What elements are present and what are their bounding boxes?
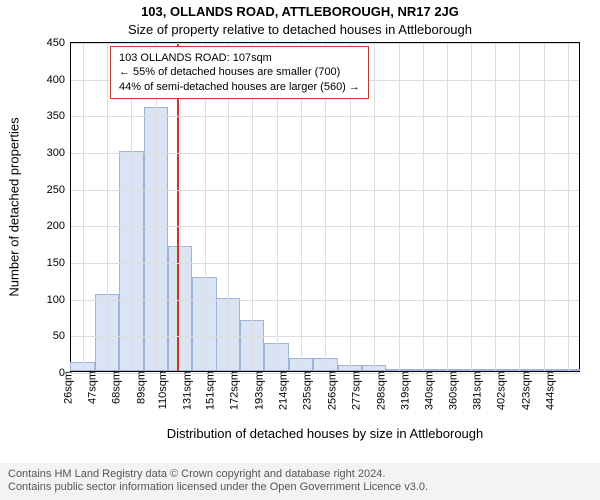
grid-line-v <box>423 43 424 371</box>
x-tick-label: 193sqm <box>249 371 265 410</box>
x-axis-label: Distribution of detached houses by size … <box>70 426 580 441</box>
footer-line-2: Contains public sector information licen… <box>8 481 592 495</box>
x-tick-label: 151sqm <box>200 371 216 410</box>
y-tick-label: 350 <box>47 110 71 122</box>
grid-line-v <box>495 43 496 371</box>
footer-attribution: Contains HM Land Registry data © Crown c… <box>0 463 600 500</box>
x-tick-label: 26sqm <box>58 371 74 404</box>
legend-box: 103 OLLANDS ROAD: 107sqm ← 55% of detach… <box>110 46 369 99</box>
x-tick-label: 235sqm <box>298 371 314 410</box>
x-tick-label: 214sqm <box>273 371 289 410</box>
x-tick-label: 298sqm <box>371 371 387 410</box>
grid-line-v <box>107 43 108 371</box>
x-tick-label: 172sqm <box>225 371 241 410</box>
footer-line-1: Contains HM Land Registry data © Crown c… <box>8 468 592 482</box>
grid-line-v <box>399 43 400 371</box>
legend-line-3: 44% of semi-detached houses are larger (… <box>119 80 360 94</box>
x-tick-label: 423sqm <box>516 371 532 410</box>
grid-line-v <box>568 43 569 371</box>
legend-line-1: 103 OLLANDS ROAD: 107sqm <box>119 51 360 65</box>
y-tick-label: 50 <box>53 330 71 342</box>
legend-line-2: ← 55% of detached houses are smaller (70… <box>119 65 360 79</box>
x-tick-label: 256sqm <box>322 371 338 410</box>
x-tick-label: 277sqm <box>347 371 363 410</box>
y-tick-label: 450 <box>47 37 71 49</box>
y-axis-label: Number of detached properties <box>7 42 22 372</box>
grid-line-v <box>447 43 448 371</box>
y-tick-label: 250 <box>47 184 71 196</box>
grid-line-v <box>471 43 472 371</box>
x-tick-label: 110sqm <box>153 371 169 409</box>
y-tick-label: 400 <box>47 74 71 86</box>
grid-line-v <box>544 43 545 371</box>
y-tick-label: 300 <box>47 147 71 159</box>
x-tick-label: 402sqm <box>492 371 508 410</box>
x-tick-label: 360sqm <box>443 371 459 410</box>
x-tick-label: 131sqm <box>177 371 193 410</box>
grid-line-v <box>519 43 520 371</box>
x-tick-label: 89sqm <box>131 371 147 404</box>
chart-title-line2: Size of property relative to detached ho… <box>0 22 600 37</box>
x-tick-label: 68sqm <box>107 371 123 404</box>
x-tick-label: 381sqm <box>467 371 483 410</box>
x-tick-label: 47sqm <box>82 371 98 404</box>
grid-line-v <box>83 43 84 371</box>
grid-line-v <box>374 43 375 371</box>
y-tick-label: 200 <box>47 220 71 232</box>
y-tick-label: 150 <box>47 257 71 269</box>
x-tick-label: 319sqm <box>395 371 411 410</box>
y-tick-label: 100 <box>47 294 71 306</box>
chart-title-line1: 103, OLLANDS ROAD, ATTLEBOROUGH, NR17 2J… <box>0 4 600 19</box>
x-tick-label: 444sqm <box>541 371 557 410</box>
x-tick-label: 340sqm <box>420 371 436 410</box>
